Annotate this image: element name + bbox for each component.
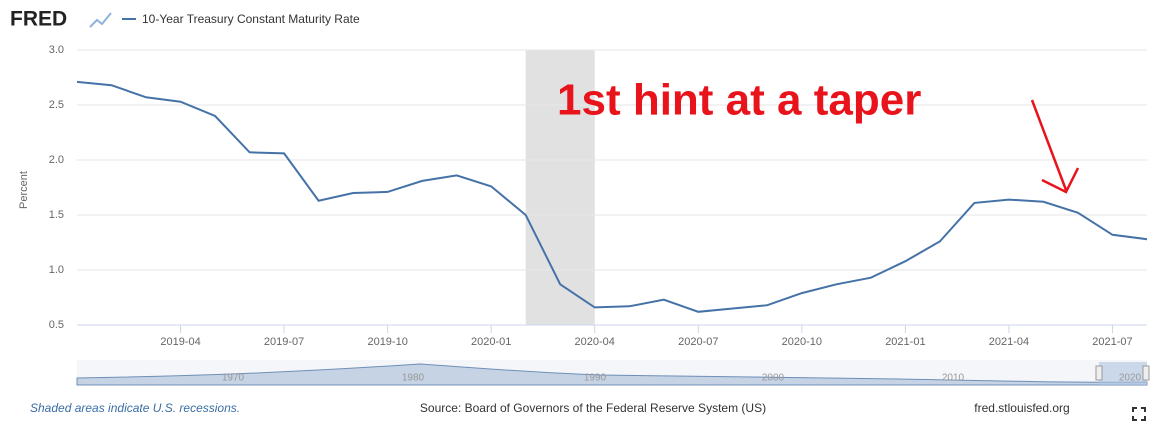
y-tick-label: 1.5 [49,209,64,221]
navigator [76,360,1150,386]
recession-shade [525,50,595,325]
navigator-label: 2000 [762,373,785,384]
navigator-handle[interactable] [1142,365,1150,381]
x-tick-label: 2021-07 [1092,336,1132,348]
x-tick-label: 2020-07 [678,336,718,348]
site: fred.stlouisfed.org [974,401,1069,415]
navigator-label: 1990 [584,373,607,384]
y-tick-label: 1.0 [49,264,64,276]
y-tick-label: 2.5 [49,99,64,111]
x-tick-label: 2020-04 [575,336,615,348]
annotation: 1st hint at a taper [557,76,921,125]
source: Source: Board of Governors of the Federa… [420,401,766,415]
y-tick-label: 2.0 [49,154,64,166]
x-tick-label: 2020-01 [471,336,511,348]
y-tick-label: 3.0 [49,44,64,56]
navigator-label: 1970 [222,373,245,384]
navigator-label: 2010 [942,373,965,384]
navigator-label: 1980 [402,373,425,384]
x-tick-label: 2019-10 [367,336,407,348]
brand-icon [89,12,112,28]
navigator-label: 2020 [1119,373,1142,384]
navigator-window [1099,362,1147,385]
fullscreen-icon[interactable] [1132,407,1146,421]
recession-note: Shaded areas indicate U.S. recessions. [30,401,240,415]
navigator-handle[interactable] [1095,365,1103,381]
x-tick-label: 2021-04 [989,336,1029,348]
navigator-area [76,363,1148,386]
brand: FRED [10,8,67,31]
x-tick-label: 2021-01 [885,336,925,348]
annotation-arrow [1030,99,1080,194]
x-tick-label: 2019-04 [160,336,200,348]
x-tick-label: 2019-07 [264,336,304,348]
y-tick-label: 0.5 [49,319,64,331]
series-line [76,80,1148,313]
legend-label: 10-Year Treasury Constant Maturity Rate [142,12,360,26]
y-axis-label: Percent [18,171,30,209]
x-tick-label: 2020-10 [782,336,822,348]
